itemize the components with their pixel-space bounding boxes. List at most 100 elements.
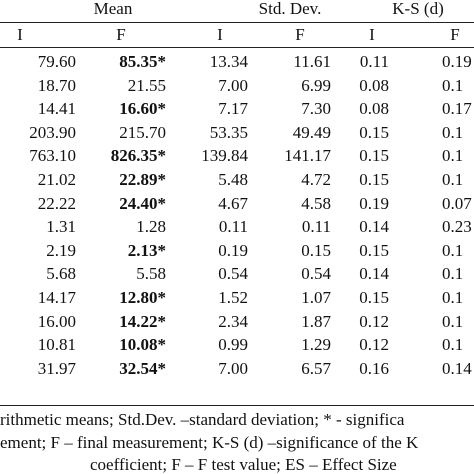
cell: 85.35* xyxy=(119,52,166,71)
cell: 4.72 xyxy=(301,170,331,189)
cell: 1.29 xyxy=(301,335,331,355)
cell: 14.41 xyxy=(37,99,76,119)
cell: 1.28 xyxy=(136,217,166,237)
cell: 1.87 xyxy=(301,311,331,331)
cell: 2.19 xyxy=(46,240,76,260)
cell: 0.54 xyxy=(301,264,331,284)
cell: 0.1 xyxy=(442,122,464,142)
cell: 4.67 xyxy=(218,193,248,213)
sub-header: F xyxy=(295,25,305,44)
cell: 10.08* xyxy=(119,335,166,355)
cell: 0.16 xyxy=(359,358,389,378)
cell: 7.00 xyxy=(218,75,248,95)
cell: 0.1 xyxy=(442,170,464,189)
cell: 53.35 xyxy=(209,122,248,142)
cell: 141.17 xyxy=(284,146,331,166)
cell: 826.35* xyxy=(110,146,166,166)
cell: 21.02 xyxy=(37,170,76,189)
cell: 22.89* xyxy=(119,170,166,189)
group-header: Std. Dev. xyxy=(258,0,322,18)
cell: 12.80* xyxy=(119,288,166,307)
cell: 0.23 xyxy=(442,217,472,237)
cell: 0.54 xyxy=(218,264,248,284)
cell: 0.99 xyxy=(218,335,248,355)
cell: 7.00 xyxy=(218,358,248,378)
cell: 21.55 xyxy=(127,75,166,95)
cell: 6.57 xyxy=(301,358,331,378)
footnote: rithmetic means; Std.Dev. –standard devi… xyxy=(0,410,405,429)
cell: 32.54* xyxy=(119,358,166,378)
cell: 0.1 xyxy=(442,288,464,307)
cell: 31.97 xyxy=(37,358,76,378)
cell: 14.22* xyxy=(119,311,166,331)
cell: 0.1 xyxy=(442,311,464,331)
cell: 0.1 xyxy=(442,240,464,260)
cell: 5.58 xyxy=(136,264,166,284)
cell: 0.07 xyxy=(442,193,472,213)
cell: 0.15 xyxy=(359,288,389,307)
cell: 0.14 xyxy=(442,358,472,378)
cell: 0.11 xyxy=(218,217,248,237)
group-header: K-S (d) xyxy=(392,0,444,18)
cell: 16.00 xyxy=(37,311,76,331)
cell: 0.1 xyxy=(442,146,464,166)
cell: 4.58 xyxy=(301,193,331,213)
cell: 0.12 xyxy=(359,335,389,355)
cell: 0.1 xyxy=(442,75,464,95)
cell: 79.60 xyxy=(37,52,76,71)
cell: 1.07 xyxy=(301,288,331,307)
cell: 0.19 xyxy=(359,193,389,213)
cell: 0.1 xyxy=(442,335,464,355)
sub-header: I xyxy=(369,25,375,44)
cell: 2.13* xyxy=(127,240,166,260)
cell: 24.40* xyxy=(119,193,166,213)
cell: 0.15 xyxy=(301,240,331,260)
cell: 0.08 xyxy=(359,75,389,95)
cell: 0.15 xyxy=(359,146,389,166)
sub-header: F xyxy=(450,25,460,44)
cell: 18.70 xyxy=(37,75,76,95)
cell: 6.99 xyxy=(301,75,331,95)
cell: 0.12 xyxy=(359,311,389,331)
cell: 215.70 xyxy=(119,122,166,142)
cell: 0.19 xyxy=(442,52,472,71)
sub-header: I xyxy=(17,25,23,44)
rule xyxy=(0,22,474,23)
cell: 0.15 xyxy=(359,122,389,142)
footnote: ement; F – final measurement; K-S (d) –s… xyxy=(0,432,419,452)
cell: 5.48 xyxy=(218,170,248,189)
cell: 14.17 xyxy=(37,288,76,307)
footnote: coefficient; F – F test value; ES – Effe… xyxy=(90,455,397,474)
cell: 7.17 xyxy=(218,99,248,119)
cell: 0.19 xyxy=(218,240,248,260)
cell: 0.11 xyxy=(301,217,331,237)
cell: 0.17 xyxy=(442,99,472,119)
cell: 0.08 xyxy=(359,99,389,119)
cell: 16.60* xyxy=(119,99,166,119)
cell: 139.84 xyxy=(201,146,248,166)
cell: 13.34 xyxy=(209,52,248,71)
cell: 763.10 xyxy=(29,146,76,166)
rule xyxy=(0,405,474,406)
cell: 1.52 xyxy=(218,288,248,307)
cell: 0.14 xyxy=(359,217,389,237)
cell: 0.14 xyxy=(359,264,389,284)
cell: 1.31 xyxy=(46,217,76,237)
group-header: Mean xyxy=(93,0,133,18)
cell: 49.49 xyxy=(292,122,331,142)
cell: 0.1 xyxy=(442,264,464,284)
cell: 2.34 xyxy=(218,311,248,331)
sub-header: F xyxy=(116,25,126,44)
rule xyxy=(0,47,474,48)
cell: 0.15 xyxy=(359,170,389,189)
sub-header: I xyxy=(217,25,223,44)
cell: 7.30 xyxy=(301,99,331,119)
cell: 203.90 xyxy=(29,122,76,142)
cell: 0.11 xyxy=(359,52,389,71)
cell: 22.22 xyxy=(37,193,76,213)
cell: 10.81 xyxy=(37,335,76,355)
cell: 5.68 xyxy=(46,264,76,284)
cell: 11.61 xyxy=(293,52,331,71)
cell: 0.15 xyxy=(359,240,389,260)
